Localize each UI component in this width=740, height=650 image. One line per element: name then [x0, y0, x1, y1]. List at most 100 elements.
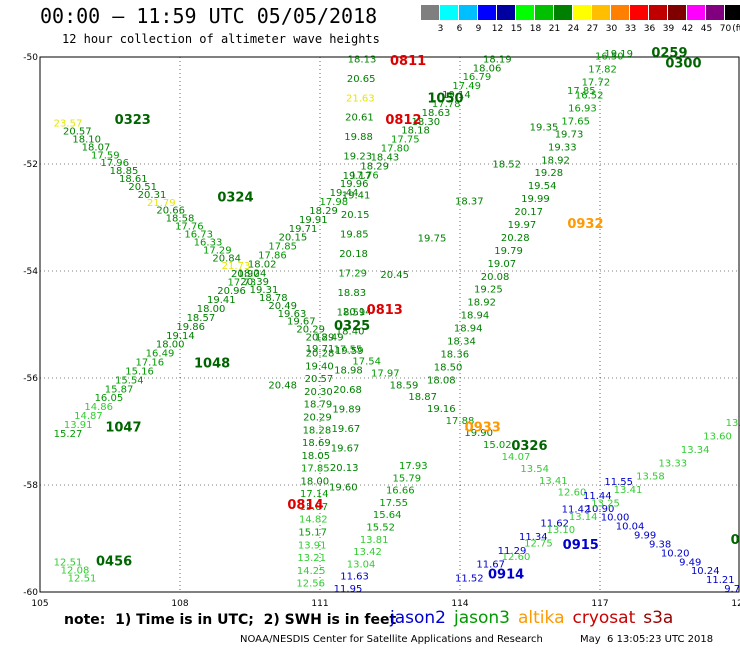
colorbar-label: 9	[475, 24, 482, 34]
y-tick-label: -50	[23, 53, 38, 63]
plot-frame	[39, 56, 740, 593]
colorbar-swatch	[649, 5, 668, 20]
wave-height-value: 17.54	[352, 356, 381, 367]
wave-height-value: 18.94	[454, 324, 483, 335]
chart-title: 00:00 – 11:59 UTC 05/05/2018	[40, 4, 378, 28]
wave-height-value: 17.65	[561, 116, 590, 127]
wave-height-value: 11.67	[476, 560, 505, 571]
wave-height-value: 20.65	[347, 74, 376, 85]
x-tick-label: 114	[451, 599, 468, 609]
wave-height-value: 15.02	[483, 440, 512, 451]
wave-height-value: 19.73	[555, 129, 584, 140]
wave-height-value: 18.49	[315, 333, 344, 344]
wave-height-value: 12.51	[54, 557, 83, 568]
wave-height-value: 20.96	[217, 286, 246, 297]
track-layer: 23.5720.5718.1018.0717.5917.9618.8518.61…	[54, 49, 740, 595]
wave-height-value: 20.57	[63, 126, 92, 137]
colorbar-label: 12	[491, 24, 504, 34]
wave-height-value: 12.75	[524, 539, 553, 550]
pass-time-label: 0814	[287, 498, 323, 513]
wave-height-value: 9.75	[724, 584, 740, 595]
wave-height-value: 18.79	[304, 400, 333, 411]
wave-height-value: 20.48	[268, 381, 297, 392]
wave-height-value: 15.27	[54, 429, 83, 440]
colorbar-swatch	[478, 5, 497, 20]
wave-height-value: 9.49	[679, 557, 701, 568]
colorbar-label: 6	[456, 24, 463, 34]
pass-time-label: 0812	[385, 113, 421, 128]
colorbar-label: 3	[437, 24, 444, 34]
wave-height-value: 16.33	[194, 237, 223, 248]
pass-time-label: 0323	[115, 113, 151, 128]
x-tick-label: 105	[31, 599, 48, 609]
wave-height-value: 11.42	[562, 505, 591, 516]
wave-height-value: 20.15	[279, 233, 308, 244]
wave-height-value: 17.59	[91, 150, 120, 161]
pass-time-label: 0813	[367, 303, 403, 318]
wave-height-value: 18.24	[238, 268, 267, 279]
wave-height-value: 13.91	[64, 420, 93, 431]
wave-height-value: 19.88	[344, 132, 373, 143]
wave-height-value: 19.54	[528, 181, 557, 192]
wave-height-value: 13.10	[546, 525, 575, 536]
colorbar-swatch	[516, 5, 535, 20]
pass-time-label: 0914	[488, 568, 524, 583]
wave-height-value: 20.28	[306, 349, 335, 360]
wave-height-value: 16.93	[568, 103, 597, 114]
wave-height-value: 18.30	[411, 117, 440, 128]
wave-height-value: 19.60	[329, 482, 358, 493]
wave-height-value: 19.07	[487, 259, 516, 270]
wave-height-value: 13.14	[569, 512, 598, 523]
wave-height-value: 20.08	[481, 272, 510, 283]
pass-time-label: 0259	[651, 46, 687, 61]
wave-height-value: 16.73	[184, 230, 213, 241]
wave-height-value: 17.85	[301, 464, 330, 475]
wave-height-value: 20.68	[333, 385, 362, 396]
wave-height-value: 20.51	[128, 182, 157, 193]
pass-time-label: 0317	[731, 533, 740, 548]
wave-height-value: 19.25	[474, 285, 503, 296]
colorbar-swatch	[554, 5, 573, 20]
wave-height-value: 17.29	[203, 245, 232, 256]
wave-height-value: 18.34	[447, 337, 476, 348]
wave-height-value: 19.17	[343, 171, 372, 182]
wave-height-value: 19.75	[418, 233, 447, 244]
wave-height-value: 19.96	[340, 179, 369, 190]
wave-height-value: 19.33	[548, 142, 577, 153]
wave-height-value: 17.49	[452, 81, 481, 92]
wave-height-value: 13.04	[347, 559, 376, 570]
wave-height-value: 13.25	[591, 498, 620, 509]
wave-height-value: 20.15	[341, 210, 370, 221]
footer-note: note: 1) Time is in UTC; 2) SWH is in fe…	[64, 612, 397, 628]
wave-height-value: 14.07	[502, 452, 531, 463]
wave-height-value: 19.99	[521, 194, 550, 205]
wave-height-value: 17.72	[582, 78, 611, 89]
wave-height-value: 18.00	[156, 340, 185, 351]
wave-height-value: 18.13	[348, 54, 377, 65]
wave-height-value: 17.78	[432, 99, 461, 110]
wave-height-value: 20.49	[268, 301, 297, 312]
colorbar-label: 45	[700, 24, 713, 34]
wave-height-value: 17.16	[135, 358, 164, 369]
wave-height-value: 17.76	[175, 222, 204, 233]
wave-height-value: 18.10	[72, 134, 101, 145]
wave-height-value: 10.20	[661, 548, 690, 559]
colorbar-swatch	[630, 5, 649, 20]
wave-height-value: 14.25	[297, 566, 326, 577]
wave-height-value: 12.08	[61, 565, 90, 576]
wave-height-value: 18.87	[408, 392, 437, 403]
colorbar-swatch	[459, 5, 478, 20]
wave-height-value: 18.58	[166, 214, 195, 225]
wave-height-value: 13.54	[520, 464, 549, 475]
wave-height-value: 21.63	[346, 93, 375, 104]
colorbar-label: 33	[624, 24, 637, 34]
wave-height-value: 20.28	[501, 233, 530, 244]
colorbar-swatch	[687, 5, 706, 20]
wave-height-value: 18.00	[300, 476, 329, 487]
wave-height-value: 19.91	[299, 215, 328, 226]
wave-height-value: 21.73	[222, 261, 251, 272]
colorbar-swatch	[421, 5, 440, 20]
wave-height-value: 19.97	[508, 220, 537, 231]
wave-height-value: 18.43	[371, 152, 400, 163]
wave-height-value: 19.14	[166, 331, 195, 342]
